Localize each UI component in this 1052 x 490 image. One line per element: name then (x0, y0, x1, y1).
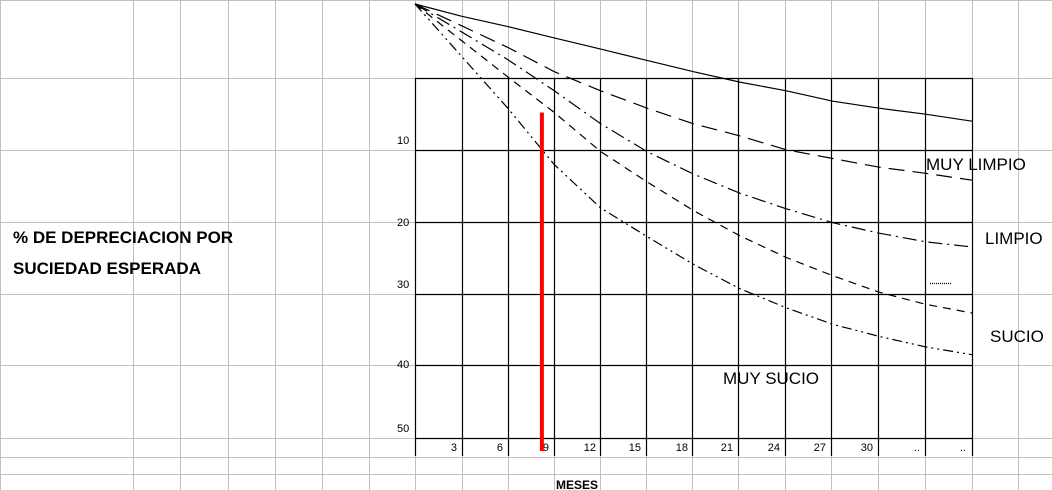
x-tick-label: 21 (721, 442, 733, 454)
x-tick-label: 24 (768, 442, 780, 454)
x-tick-label: 6 (497, 442, 503, 454)
y-tick-label: 50 (397, 423, 409, 435)
x-tick-label: .. (960, 442, 966, 454)
x-tick-label: 30 (861, 442, 873, 454)
x-tick-label: 12 (584, 442, 596, 454)
axis-ticks: 10 20 30 40 50 3 6 9 12 15 18 21 24 27 30.... (397, 135, 966, 454)
x-tick-label: 18 (676, 442, 688, 454)
y-tick-label: 20 (397, 217, 409, 229)
plot-grid (414, 77, 974, 456)
chart-labels: % DE DEPRECIACION POR SUCIEDAD ESPERADA … (13, 228, 598, 490)
series-label: MUY SUCIO (723, 369, 819, 388)
y-axis-label-line-2: SUCIEDAD ESPERADA (13, 259, 201, 278)
curve-limpio (414, 3, 973, 181)
x-tick-label: .. (914, 442, 920, 454)
y-tick-label: 40 (397, 359, 409, 371)
curve-unlabeled (414, 3, 973, 248)
curve-muy-limpio (414, 3, 973, 122)
y-axis-label-line-1: % DE DEPRECIACION POR (13, 228, 233, 247)
curve-muy-sucio (414, 3, 973, 356)
x-tick-label: 27 (814, 442, 826, 454)
depreciation-curves (414, 3, 973, 356)
y-tick-label: 10 (397, 135, 409, 147)
series-label: MUY LIMPIO (926, 155, 1026, 174)
series-label: LIMPIO (985, 229, 1043, 248)
curve-sucio (414, 3, 973, 314)
x-axis-label: MESES (556, 478, 598, 490)
x-tick-label: 9 (543, 442, 549, 454)
x-tick-label: 3 (451, 442, 457, 454)
x-tick-label: 15 (629, 442, 641, 454)
y-tick-label: 30 (397, 279, 409, 291)
series-label: SUCIO (990, 327, 1044, 346)
series-labels: MUY LIMPIO LIMPIO SUCIO MUY SUCIO (723, 155, 1044, 388)
